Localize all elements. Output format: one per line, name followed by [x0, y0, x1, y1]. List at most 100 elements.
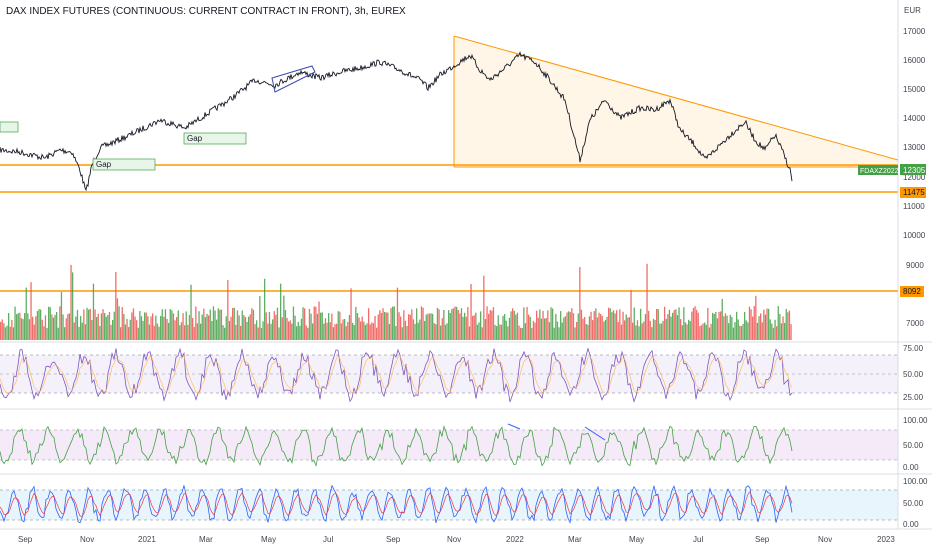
volume-bar — [396, 287, 399, 340]
volume-bar — [304, 308, 306, 340]
rsi-ma-line[interactable] — [0, 355, 793, 395]
volume-bar — [720, 311, 722, 340]
gap-box-2[interactable] — [92, 158, 156, 171]
time-tick: 2021 — [138, 535, 156, 544]
time-axis[interactable]: Sep Nov 2021 Mar May Jul Sep Nov 2022 Ma… — [18, 535, 895, 544]
volume-bar — [699, 326, 701, 340]
volume-bar — [606, 316, 608, 340]
stoch-k-line[interactable] — [0, 484, 793, 525]
volume-bar — [577, 313, 579, 340]
volume-bar — [470, 284, 472, 340]
volume-bar — [638, 326, 640, 340]
volume-bar — [476, 324, 479, 340]
divergence-line-2[interactable] — [584, 426, 606, 441]
volume-bar — [417, 322, 419, 340]
volume-bar — [296, 326, 298, 340]
volume-bar — [697, 312, 699, 340]
volume-bar — [129, 319, 131, 340]
rsi-tick: 25.00 — [903, 393, 924, 402]
volume-bar — [500, 324, 503, 340]
price-axis[interactable]: 17000 16000 15000 14000 13000 12000 1100… — [903, 27, 926, 328]
volume-bar — [596, 317, 599, 340]
volume-bar — [441, 318, 443, 340]
volume-bar — [590, 311, 592, 340]
volume-bar — [75, 316, 77, 340]
volume-bar — [448, 310, 450, 340]
volume-bar — [569, 312, 571, 340]
volume-bar — [318, 301, 320, 340]
volume-bar — [595, 308, 597, 340]
volume-bar — [363, 321, 365, 340]
volume-bar — [206, 313, 208, 340]
volume-bar — [456, 306, 458, 340]
volume-bar — [507, 326, 509, 340]
rsi-line[interactable] — [0, 347, 793, 403]
volume-bar — [692, 307, 695, 340]
volume-bar — [328, 313, 330, 340]
volume-bar — [49, 307, 51, 340]
osc2-line[interactable] — [0, 425, 793, 467]
volume-bar — [411, 309, 413, 340]
volume-bar — [267, 323, 269, 340]
gap-box-3[interactable] — [0, 121, 19, 133]
volume-bar — [102, 309, 104, 340]
osc2-tick: 50.00 — [903, 441, 924, 450]
divergence-line-1[interactable] — [507, 423, 521, 430]
volume-bar — [624, 320, 626, 340]
volume-bar — [436, 307, 439, 340]
price-tick: 9000 — [906, 261, 924, 270]
volume-bar — [161, 309, 163, 340]
volume-bar — [612, 310, 615, 340]
volume-bar — [726, 315, 728, 340]
volume-bar — [384, 312, 386, 340]
volume-bar — [769, 319, 771, 340]
volume-bar — [4, 327, 7, 340]
price-line[interactable] — [0, 51, 793, 192]
volume-bar — [777, 306, 779, 340]
volume-bar — [372, 323, 375, 340]
volume-bar — [486, 306, 488, 340]
volume-bar — [187, 324, 189, 340]
volume-bar — [499, 324, 501, 340]
volume-bar — [406, 326, 408, 340]
volume-bar — [478, 322, 480, 340]
volume-bar — [641, 323, 643, 340]
volume-bar — [729, 314, 731, 340]
volume-bar — [353, 325, 355, 340]
price-candles[interactable] — [0, 51, 793, 192]
volume-bar — [425, 314, 427, 340]
channel-drawing[interactable] — [271, 65, 316, 93]
volume-bar — [300, 318, 303, 340]
volume-bar — [115, 271, 117, 340]
volume-bar — [32, 316, 34, 340]
volume-bar — [420, 306, 423, 340]
volume-bar — [712, 312, 714, 340]
volume-bar — [710, 323, 712, 340]
volume-bar — [212, 306, 215, 340]
volume-bar — [707, 308, 709, 340]
volume-bar — [416, 308, 418, 340]
volume-bar — [70, 264, 72, 340]
volume-bar — [788, 310, 791, 340]
volume-bar — [739, 325, 741, 340]
volume-bar — [60, 292, 63, 340]
volume-bar — [297, 321, 299, 340]
volume-bar — [548, 322, 551, 340]
volume-bar — [644, 314, 647, 340]
volume-bar — [760, 313, 762, 340]
stoch-d-line[interactable] — [0, 491, 793, 518]
volume-bar — [787, 312, 789, 340]
volume-bar — [188, 314, 191, 340]
volume-bar — [387, 312, 389, 340]
gap-box-1[interactable] — [183, 132, 247, 145]
volume-bar — [497, 315, 499, 340]
triangle-pattern[interactable] — [454, 36, 898, 167]
volume-bar — [249, 314, 251, 340]
volume-bar — [670, 316, 672, 340]
volume-bar — [604, 319, 607, 340]
volume-bar — [24, 313, 26, 340]
volume-bar — [385, 312, 387, 340]
volume-bar — [97, 313, 99, 340]
volume-bar — [561, 322, 563, 340]
